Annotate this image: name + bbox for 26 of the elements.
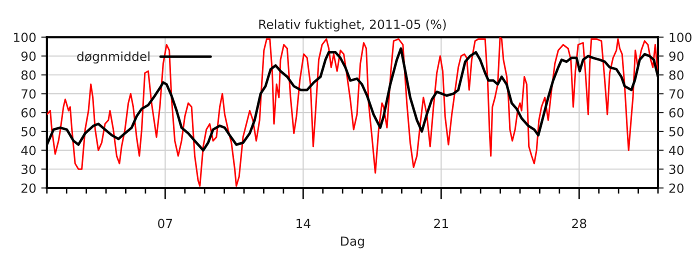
y-tick-label: 70 [22, 89, 36, 99]
x-tick-label: 07 [158, 218, 172, 228]
line-series [46, 37, 658, 187]
legend-label: døgnmiddel [77, 51, 150, 64]
x-tick-label: 28 [572, 218, 586, 228]
x-tick-label: 21 [434, 218, 448, 228]
y2-tick-label: 40 [669, 146, 684, 156]
y-tick-label: 100 [14, 32, 36, 42]
y2-tick-label: 70 [669, 89, 684, 99]
y2-tick-label: 90 [669, 52, 684, 61]
y-tick-label: 30 [22, 164, 36, 174]
y2-tick-label: 30 [669, 164, 684, 174]
y2-tick-label: 80 [669, 70, 684, 80]
y-tick-label: 90 [21, 52, 36, 61]
chart-title: Relativ fuktighet, 2011-05 (%) [259, 19, 446, 32]
y-tick-label: 20 [21, 183, 36, 193]
y-tick-label: 50 [22, 126, 36, 136]
x-axis-title: Dag [341, 236, 364, 248]
y2-tick-label: 20 [669, 183, 684, 193]
y2-tick-label: 50 [669, 126, 684, 136]
y2-tick-label: 60 [669, 108, 684, 118]
y2-tick-label: 100 [670, 32, 692, 42]
y-tick-label: 60 [21, 108, 36, 118]
y-tick-label: 40 [21, 146, 36, 156]
x-tick-label: 14 [296, 218, 310, 228]
y-tick-label: 80 [21, 70, 36, 80]
